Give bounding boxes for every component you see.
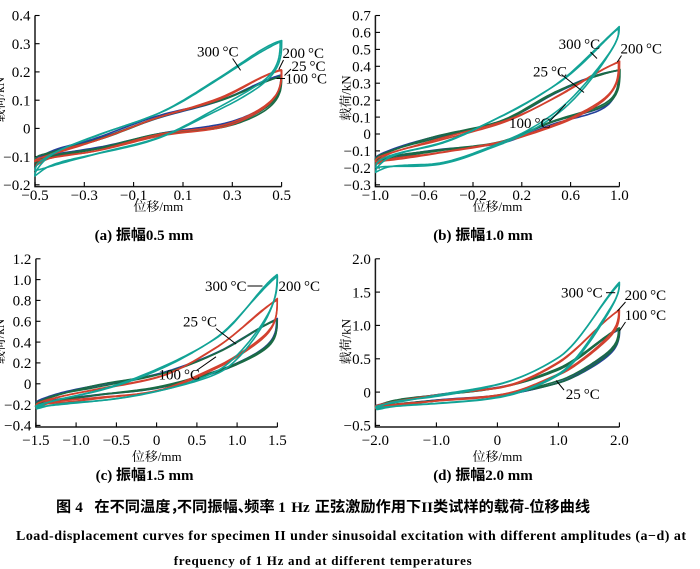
svg-text:100 °C: 100 °C	[286, 72, 328, 88]
svg-text:−0.5: −0.5	[103, 433, 130, 449]
svg-text:/mm: /mm	[158, 449, 182, 464]
svg-text:(c): (c)	[96, 468, 116, 484]
svg-text:1.0: 1.0	[352, 319, 371, 335]
svg-text:−0.2: −0.2	[3, 178, 30, 194]
svg-text:1.0: 1.0	[610, 188, 629, 204]
svg-text:4: 4	[75, 499, 83, 516]
svg-text:Hz: Hz	[291, 499, 310, 516]
svg-text:25 °C: 25 °C	[292, 59, 326, 75]
svg-text:−0.2: −0.2	[4, 398, 31, 414]
svg-text:100 °C: 100 °C	[159, 368, 201, 384]
svg-text:100 °C: 100 °C	[625, 308, 667, 324]
svg-text:1.5: 1.5	[268, 433, 287, 449]
svg-text:200 °C: 200 °C	[621, 42, 663, 58]
svg-text:0.5 mm: 0.5 mm	[146, 228, 194, 244]
svg-text:0.3: 0.3	[352, 76, 371, 92]
svg-text:0.8: 0.8	[13, 294, 32, 310]
svg-text:2.0: 2.0	[352, 252, 371, 268]
svg-text:−0.1: −0.1	[120, 188, 147, 204]
svg-text:25 °C: 25 °C	[566, 387, 600, 403]
svg-text:1.0: 1.0	[13, 273, 32, 289]
svg-text:0: 0	[23, 122, 31, 138]
svg-text:0.5: 0.5	[272, 188, 291, 204]
svg-text:frequency of 1 Hz and at diffe: frequency of 1 Hz and at different tempe…	[174, 553, 472, 568]
svg-text:−2.0: −2.0	[362, 433, 389, 449]
svg-text:−0.4: −0.4	[4, 419, 32, 435]
svg-text:2.0 mm: 2.0 mm	[485, 468, 533, 484]
svg-text:0.4: 0.4	[352, 60, 371, 76]
svg-text:1.5 mm: 1.5 mm	[146, 468, 194, 484]
svg-text:/kN: /kN	[0, 76, 7, 96]
svg-text:0.1: 0.1	[174, 188, 193, 204]
svg-text:0.2: 0.2	[352, 93, 371, 109]
svg-text:1.0 mm: 1.0 mm	[485, 228, 533, 244]
svg-text:/kN: /kN	[338, 318, 353, 338]
svg-text:0.5: 0.5	[188, 433, 207, 449]
svg-text:2.0: 2.0	[610, 433, 629, 449]
svg-text:(b): (b)	[433, 228, 455, 244]
svg-text:−0.5: −0.5	[21, 188, 48, 204]
svg-text:/kN: /kN	[0, 318, 7, 338]
svg-text:−0.2: −0.2	[459, 188, 486, 204]
svg-text:0.7: 0.7	[352, 9, 371, 25]
svg-text:−1.0: −1.0	[62, 433, 89, 449]
svg-text:−0.6: −0.6	[411, 188, 439, 204]
svg-text:−1.0: −1.0	[423, 433, 450, 449]
svg-text:/mm: /mm	[159, 199, 183, 214]
svg-text:0.2: 0.2	[512, 188, 531, 204]
svg-text:−1.0: −1.0	[362, 188, 389, 204]
svg-text:0: 0	[153, 433, 161, 449]
svg-text:100 °C: 100 °C	[509, 116, 551, 132]
svg-text:1: 1	[278, 499, 286, 516]
svg-text:0.5: 0.5	[352, 43, 371, 59]
svg-text:/mm: /mm	[499, 199, 523, 214]
svg-text:200 °C: 200 °C	[283, 46, 325, 62]
svg-text:300 °C: 300 °C	[205, 279, 247, 295]
svg-text:1.2: 1.2	[13, 252, 32, 268]
svg-text:200 °C: 200 °C	[279, 279, 321, 295]
svg-text:−0.1: −0.1	[344, 144, 371, 160]
svg-text:0.6: 0.6	[352, 26, 371, 42]
svg-text:0.2: 0.2	[13, 356, 32, 372]
svg-text:0: 0	[363, 385, 371, 401]
svg-text:(d): (d)	[433, 468, 455, 484]
svg-text:II: II	[421, 499, 433, 516]
svg-text:-: -	[524, 499, 529, 516]
svg-text:0.3: 0.3	[12, 37, 31, 53]
svg-text:0.5: 0.5	[352, 352, 371, 368]
svg-text:0.1: 0.1	[352, 110, 371, 126]
svg-text:−0.5: −0.5	[344, 419, 371, 435]
svg-text:/kN: /kN	[338, 75, 353, 95]
svg-text:−0.3: −0.3	[71, 188, 98, 204]
svg-text:25 °C: 25 °C	[533, 64, 567, 80]
svg-text:0.2: 0.2	[12, 65, 31, 81]
svg-text:0.6: 0.6	[13, 315, 32, 331]
svg-text:0.6: 0.6	[561, 188, 580, 204]
svg-text:−0.2: −0.2	[344, 161, 371, 177]
svg-text:300 °C: 300 °C	[559, 37, 601, 53]
svg-text:25 °C: 25 °C	[183, 314, 217, 330]
svg-text:1.0: 1.0	[549, 433, 568, 449]
svg-text:0.4: 0.4	[13, 335, 32, 351]
svg-text:300 °C: 300 °C	[197, 45, 239, 61]
svg-text:/mm: /mm	[499, 449, 523, 464]
svg-text:0.3: 0.3	[223, 188, 242, 204]
svg-text:0: 0	[363, 127, 371, 143]
svg-text:−0.1: −0.1	[3, 150, 30, 166]
svg-text:0: 0	[24, 377, 32, 393]
svg-text:200 °C: 200 °C	[625, 288, 667, 304]
svg-text:−0.3: −0.3	[344, 178, 371, 194]
svg-text:(a): (a)	[95, 228, 116, 244]
svg-text:0.4: 0.4	[12, 9, 31, 25]
svg-text:300 °C: 300 °C	[561, 286, 603, 302]
svg-text:0.1: 0.1	[12, 93, 31, 109]
svg-text:−1.5: −1.5	[22, 433, 49, 449]
svg-text:0: 0	[494, 433, 502, 449]
svg-text:1.0: 1.0	[228, 433, 247, 449]
svg-text:1.5: 1.5	[352, 285, 371, 301]
svg-text:Load-displacement curves for s: Load-displacement curves for specimen II…	[16, 529, 686, 544]
